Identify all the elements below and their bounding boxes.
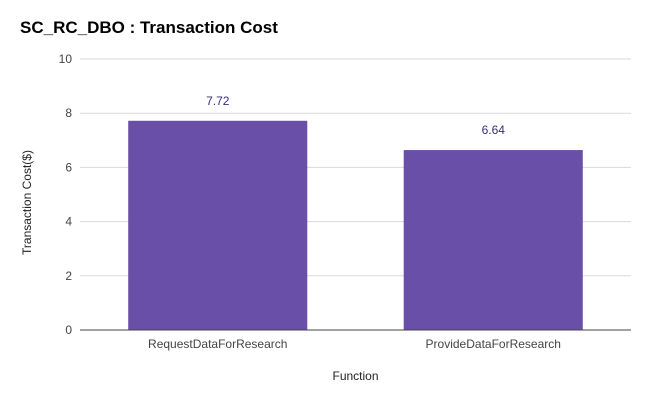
x-tick-label: ProvideDataForResearch: [426, 337, 561, 351]
bar-RequestDataForResearch: [128, 120, 308, 331]
y-tick-label: 6: [65, 160, 72, 174]
bars: [128, 120, 583, 331]
bar-ProvideDataForResearch: [403, 150, 583, 330]
data-label: 6.64: [482, 123, 506, 137]
chart-title: SC_RC_DBO : Transaction Cost: [20, 18, 278, 37]
y-axis-title: Transaction Cost($): [20, 150, 34, 255]
y-tick-label: 2: [65, 269, 72, 283]
data-label: 7.72: [206, 94, 230, 108]
y-tick-label: 0: [65, 323, 72, 337]
labels: 0 2 4 6 8 10 7.72 RequestDataForResearch 6.64 Pro…: [20, 52, 561, 383]
y-tick-label: 10: [59, 52, 73, 66]
y-tick-label: 4: [65, 215, 72, 229]
x-tick-label: RequestDataForResearch: [148, 337, 287, 351]
x-axis-title: Function: [332, 369, 378, 383]
y-tick-label: 8: [65, 106, 72, 120]
